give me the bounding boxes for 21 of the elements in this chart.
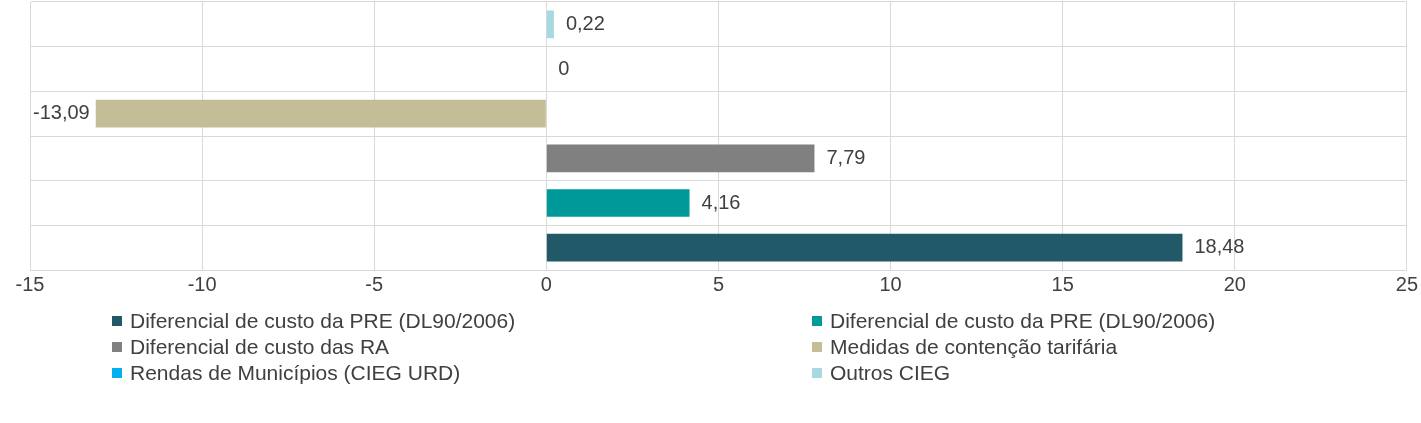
- x-tick-label: -15: [15, 272, 45, 295]
- data-label: 18,48: [1194, 235, 1245, 258]
- legend-label: Diferencial de custo das RA: [130, 334, 390, 360]
- legend-label: Diferencial de custo da PRE (DL90/2006): [130, 308, 516, 334]
- data-label: -13,09: [33, 101, 90, 124]
- x-tick-label: -10: [187, 272, 217, 295]
- x-tick-label: 0: [540, 272, 552, 295]
- data-label: 4,16: [701, 190, 741, 213]
- legend-label: Outros CIEG: [830, 360, 951, 386]
- x-tick-label: 25: [1395, 272, 1418, 295]
- legend-label: Rendas de Municípios (CIEG URD): [130, 360, 461, 386]
- data-label: 0: [558, 56, 570, 79]
- x-tick-label: 20: [1223, 272, 1246, 295]
- data-label: 0,22: [565, 11, 605, 34]
- data-label: 7,79: [826, 145, 866, 168]
- legend-label: Diferencial de custo da PRE (DL90/2006): [830, 308, 1216, 334]
- x-tick-label: 10: [879, 272, 902, 295]
- x-tick-label: 5: [712, 272, 724, 295]
- x-tick-label: 15: [1051, 272, 1074, 295]
- legend-label: Medidas de contenção tarifária: [830, 334, 1118, 360]
- x-tick-label: -5: [365, 272, 384, 295]
